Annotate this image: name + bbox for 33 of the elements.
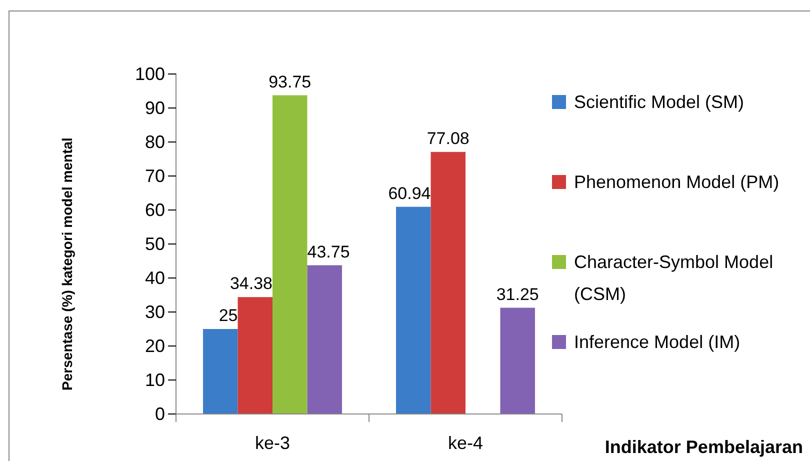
data-label: 77.08: [426, 128, 470, 148]
y-tick-label: 0: [154, 404, 165, 424]
y-tick-label: 60: [144, 200, 165, 220]
y-tick-label: 40: [144, 268, 165, 288]
y-axis-title: Persentase (%) kategori model mental: [59, 138, 75, 390]
y-tick-label: 100: [134, 64, 165, 84]
y-tick-label: 70: [144, 166, 165, 186]
legend-label: Character-Symbol Model (CSM): [574, 252, 774, 304]
legend-label: Scientific Model (SM): [574, 92, 744, 112]
y-tick-label: 80: [144, 132, 165, 152]
legend-label: Phenomenon Model (PM): [574, 172, 780, 192]
data-label: 93.75: [268, 72, 312, 92]
bar: [430, 152, 466, 414]
data-label: 25: [218, 306, 238, 325]
data-label: 60.94: [388, 184, 431, 203]
bar: [238, 297, 272, 414]
y-tick-label: 20: [144, 336, 165, 356]
bar: [203, 329, 238, 414]
data-label: 31.25: [496, 284, 539, 304]
y-tick-label: 10: [144, 370, 165, 390]
bar: [272, 95, 308, 414]
data-label: 34.38: [230, 274, 272, 294]
x-axis-title: Indikator Pembelajaran: [604, 437, 803, 457]
bar: [307, 265, 342, 414]
x-tick-label: ke-3: [254, 432, 290, 453]
legend-label: Inference Model (IM): [574, 332, 740, 352]
data-label: 43.75: [307, 242, 350, 262]
x-tick-label: ke-4: [448, 432, 484, 453]
bar: [396, 206, 431, 414]
y-tick-label: 50: [144, 234, 165, 254]
y-tick-label: 90: [144, 98, 165, 118]
bar: [500, 308, 535, 414]
y-tick-label: 30: [144, 302, 165, 322]
